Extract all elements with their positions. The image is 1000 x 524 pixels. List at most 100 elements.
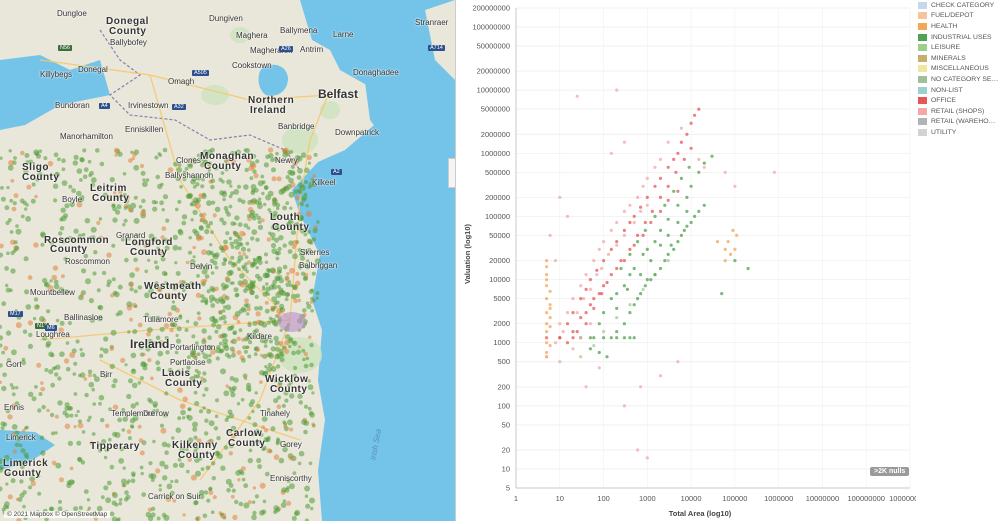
point-office[interactable] xyxy=(592,297,596,301)
point-retail-shops[interactable] xyxy=(622,140,626,144)
point-health[interactable] xyxy=(545,297,549,301)
legend-item[interactable]: NON-LIST xyxy=(918,85,1000,96)
point-office[interactable] xyxy=(592,306,596,310)
point-office[interactable] xyxy=(649,220,653,225)
point-industrial-uses[interactable] xyxy=(689,220,693,225)
point-office[interactable] xyxy=(685,132,689,136)
point-office[interactable] xyxy=(650,209,654,213)
point-industrial-uses[interactable] xyxy=(636,297,640,301)
point-office[interactable] xyxy=(679,140,683,144)
point-industrial-uses[interactable] xyxy=(676,203,680,207)
point-retail-shops[interactable] xyxy=(723,170,727,174)
point-retail-shops[interactable] xyxy=(597,247,601,251)
point-industrial-uses[interactable] xyxy=(602,336,606,340)
point-retail-shops[interactable] xyxy=(658,157,663,161)
point-retail-shops[interactable] xyxy=(600,266,604,271)
point-industrial-uses[interactable] xyxy=(597,350,601,355)
scatter-chart[interactable]: 5 10 20 50 100 200 500 1000 2000 5000 10000 20000 50… xyxy=(458,0,916,524)
point-industrial-uses[interactable] xyxy=(609,297,613,301)
point-office[interactable] xyxy=(639,205,643,209)
point-retail-shops[interactable] xyxy=(615,88,619,92)
point-industrial-uses[interactable] xyxy=(687,165,691,169)
point-office[interactable] xyxy=(622,228,626,232)
point-industrial-uses[interactable] xyxy=(672,189,676,193)
point-office[interactable] xyxy=(666,198,670,202)
point-office[interactable] xyxy=(602,284,606,288)
point-office[interactable] xyxy=(697,107,701,111)
point-industrial-uses[interactable] xyxy=(649,278,653,282)
point-industrial-uses[interactable] xyxy=(666,252,670,256)
data-points[interactable] xyxy=(545,88,776,460)
point-retail-shops[interactable] xyxy=(615,243,619,247)
point-leisure[interactable] xyxy=(666,259,670,263)
point-retail-shops[interactable] xyxy=(597,366,601,370)
point-office[interactable] xyxy=(571,336,575,340)
point-retail-shops[interactable] xyxy=(639,209,643,213)
point-health[interactable] xyxy=(545,322,549,326)
point-industrial-uses[interactable] xyxy=(597,322,601,326)
point-retail-shops[interactable] xyxy=(645,456,649,460)
point-industrial-uses[interactable] xyxy=(653,214,657,218)
point-retail-shops[interactable] xyxy=(582,297,586,301)
point-leisure[interactable] xyxy=(615,316,619,320)
point-office[interactable] xyxy=(565,322,570,326)
point-industrial-uses[interactable] xyxy=(628,336,632,340)
point-office[interactable] xyxy=(588,278,592,282)
point-health[interactable] xyxy=(735,233,739,237)
point-industrial-uses[interactable] xyxy=(666,217,670,221)
point-industrial-uses[interactable] xyxy=(605,355,609,359)
point-office[interactable] xyxy=(672,157,676,161)
point-office[interactable] xyxy=(609,247,613,251)
point-industrial-uses[interactable] xyxy=(643,284,647,288)
point-industrial-uses[interactable] xyxy=(697,209,701,213)
legend-item[interactable]: LEISURE xyxy=(918,42,1000,53)
point-industrial-uses[interactable] xyxy=(632,303,636,307)
legend-item[interactable]: MINERALS xyxy=(918,53,1000,64)
point-retail-shops[interactable] xyxy=(592,259,596,263)
point-office[interactable] xyxy=(575,330,579,334)
point-health[interactable] xyxy=(548,316,552,320)
point-retail-shops[interactable] xyxy=(595,273,599,277)
point-industrial-uses[interactable] xyxy=(697,170,701,174)
legend-item[interactable]: OFFICE xyxy=(918,95,1000,106)
point-industrial-uses[interactable] xyxy=(702,203,706,207)
point-office[interactable] xyxy=(641,233,645,237)
point-industrial-uses[interactable] xyxy=(658,266,663,271)
legend-item[interactable]: NO CATEGORY SELE.. xyxy=(918,74,1000,85)
legend-item[interactable]: MISCELLANEOUS xyxy=(918,64,1000,75)
point-office[interactable] xyxy=(588,303,592,307)
point-office[interactable] xyxy=(565,341,570,345)
point-office[interactable] xyxy=(645,195,649,199)
point-office[interactable] xyxy=(632,243,636,247)
point-office[interactable] xyxy=(600,292,604,296)
point-industrial-uses[interactable] xyxy=(625,287,629,291)
point-health[interactable] xyxy=(729,252,733,256)
point-health[interactable] xyxy=(545,284,549,288)
point-office[interactable] xyxy=(597,292,601,296)
point-office[interactable] xyxy=(615,266,619,271)
point-retail-shops[interactable] xyxy=(641,184,645,188)
point-retail-shops[interactable] xyxy=(558,360,562,364)
point-retail-shops[interactable] xyxy=(575,94,579,98)
point-industrial-uses[interactable] xyxy=(588,347,592,351)
point-retail-shops[interactable] xyxy=(658,374,663,378)
point-retail-shops[interactable] xyxy=(558,195,562,199)
map-panel[interactable]: Dungloe Donegal County Dungiven Ballymena Str… xyxy=(0,0,456,521)
legend-item[interactable]: FUEL/DEPOT xyxy=(918,11,1000,22)
point-health[interactable] xyxy=(548,289,552,293)
point-health[interactable] xyxy=(723,247,727,251)
point-office[interactable] xyxy=(628,247,632,251)
point-industrial-uses[interactable] xyxy=(639,273,643,277)
point-office[interactable] xyxy=(632,214,636,218)
point-health[interactable] xyxy=(545,341,549,345)
point-retail-shops[interactable] xyxy=(561,330,565,334)
point-industrial-uses[interactable] xyxy=(619,266,623,271)
point-office[interactable] xyxy=(682,157,686,161)
point-industrial-uses[interactable] xyxy=(682,228,686,232)
point-retail-shops[interactable] xyxy=(565,214,570,218)
point-industrial-uses[interactable] xyxy=(689,184,693,188)
point-office[interactable] xyxy=(658,176,663,180)
map-zoom-control[interactable] xyxy=(448,158,455,188)
point-industrial-uses[interactable] xyxy=(641,252,645,256)
point-health[interactable] xyxy=(548,306,552,310)
